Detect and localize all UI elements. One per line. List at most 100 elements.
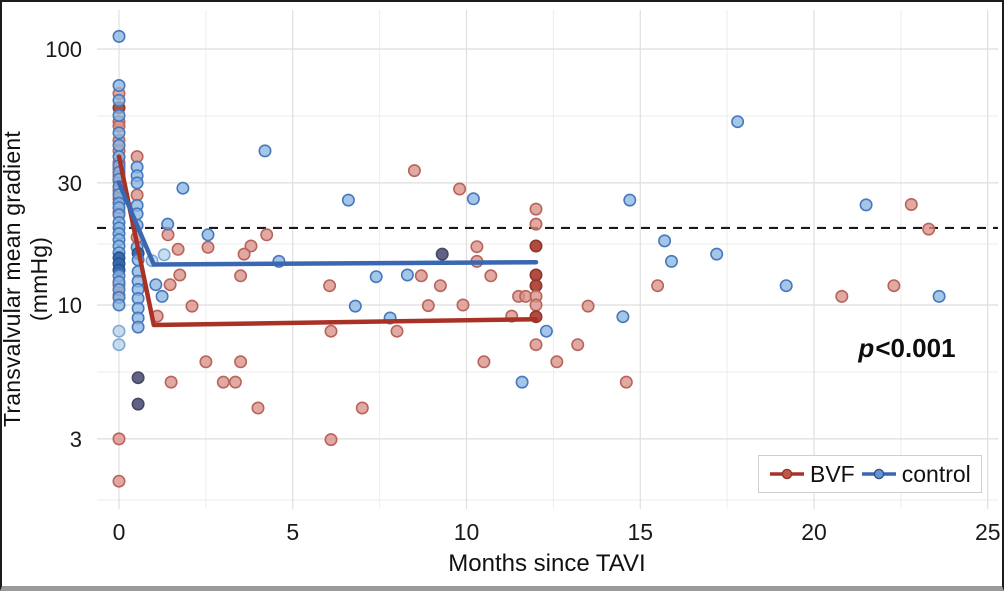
data-point	[433, 279, 447, 293]
data-point	[904, 198, 918, 212]
data-point	[251, 401, 265, 415]
tick-labels: 3 10 30 100 0 5 10 15 20 25	[45, 37, 1000, 545]
data-point	[453, 182, 467, 196]
data-point	[112, 29, 126, 43]
data-point	[456, 298, 470, 312]
data-point	[260, 228, 274, 242]
data-point	[369, 270, 383, 284]
data-point	[228, 375, 242, 389]
data-point	[324, 433, 338, 447]
data-point	[529, 338, 543, 352]
x-axis-label: Months since TAVI	[448, 550, 646, 577]
data-point	[244, 239, 258, 253]
data-point	[173, 268, 187, 282]
data-point	[581, 299, 595, 313]
data-point	[112, 109, 126, 123]
legend-label-bvf: BVF	[810, 460, 855, 487]
trend-line-control	[116, 180, 539, 267]
data-point	[859, 198, 873, 212]
data-point	[112, 138, 126, 152]
x-tick-label: 5	[286, 519, 299, 545]
gridlines	[97, 10, 998, 509]
data-point	[112, 93, 126, 107]
data-point	[155, 289, 169, 303]
data-point	[112, 298, 126, 312]
data-point	[529, 239, 543, 253]
x-tick-label: 25	[975, 519, 1001, 545]
data-point	[623, 193, 637, 207]
y-tick-label: 100	[45, 37, 82, 62]
data-point	[529, 279, 543, 293]
data-point	[400, 268, 414, 282]
data-point	[323, 279, 337, 293]
data-point	[131, 397, 145, 411]
data-point	[341, 193, 355, 207]
data-point	[164, 375, 178, 389]
data-point	[515, 375, 529, 389]
data-point	[470, 240, 484, 254]
data-point	[529, 298, 543, 312]
data-point	[658, 234, 672, 248]
data-point	[529, 217, 543, 231]
data-point	[731, 115, 745, 129]
data-point	[550, 355, 564, 369]
data-point	[171, 242, 185, 256]
data-point	[112, 474, 126, 488]
data-point	[529, 268, 543, 282]
data-point	[199, 355, 213, 369]
legend-item-bvf: BVF	[769, 461, 855, 488]
data-point	[407, 164, 421, 178]
data-point	[201, 240, 215, 254]
data-point	[835, 289, 849, 303]
y-tick-label: 3	[70, 427, 82, 452]
p-value-annotation: p<0.001	[842, 333, 972, 364]
data-point	[390, 324, 404, 338]
data-point	[887, 279, 901, 293]
data-point	[149, 278, 163, 292]
data-point	[201, 228, 215, 242]
data-point	[112, 432, 126, 446]
data-point	[539, 324, 553, 338]
data-point	[216, 375, 230, 389]
x-tick-label: 15	[627, 519, 653, 545]
x-tick-label: 20	[801, 519, 827, 545]
data-point	[112, 324, 126, 338]
x-tick-label: 10	[454, 519, 480, 545]
control-line-marker-icon	[861, 468, 896, 480]
series-points-bvf	[112, 87, 936, 488]
data-point	[779, 279, 793, 293]
data-point	[234, 269, 248, 283]
data-point	[130, 176, 144, 190]
data-point	[466, 192, 480, 206]
bvf-line-marker-icon	[770, 468, 804, 480]
data-point	[616, 310, 630, 324]
p-value: <0.001	[875, 333, 956, 363]
data-point	[324, 324, 338, 338]
data-point	[161, 228, 175, 242]
legend: BVF control	[758, 455, 982, 493]
data-point	[571, 338, 585, 352]
data-point	[651, 279, 665, 293]
data-point	[477, 355, 491, 369]
data-point	[435, 247, 449, 261]
data-point	[163, 278, 177, 292]
data-point	[112, 79, 126, 93]
data-point	[112, 338, 126, 352]
legend-item-control: control	[861, 461, 971, 488]
legend-label-control: control	[901, 460, 971, 487]
data-point	[237, 247, 251, 261]
data-point	[258, 144, 272, 158]
data-point	[414, 269, 428, 283]
data-point	[932, 289, 946, 303]
data-point	[619, 375, 633, 389]
y-axis-label: Transvalvular mean gradient (mmHg)	[0, 130, 52, 428]
data-point	[710, 247, 724, 261]
data-point	[234, 355, 248, 369]
x-tick-label: 0	[113, 519, 126, 545]
y-tick-label: 10	[58, 293, 82, 318]
data-point	[664, 254, 678, 268]
data-point	[185, 299, 199, 313]
data-point	[157, 248, 171, 262]
data-point	[421, 299, 435, 313]
